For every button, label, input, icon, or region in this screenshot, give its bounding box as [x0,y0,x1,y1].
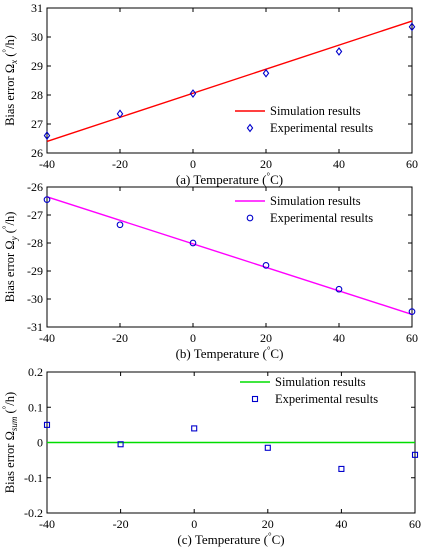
data-point-experimental [189,89,197,98]
x-tick-label: -20 [113,517,129,531]
x-tick-label: 40 [335,517,347,531]
y-tick-label: 0 [37,436,43,450]
x-tick-label: 20 [262,517,274,531]
y-axis-label: Bias error Ωsum (°/h) [1,392,19,493]
legend-label: Simulation results [270,194,361,208]
x-tick-label: 60 [406,157,418,171]
x-axis-caption: (b) Temperature (°C) [176,345,284,361]
y-tick-label: -31 [27,320,43,334]
x-tick-label: 20 [260,157,272,171]
chart-panel-b: -40 -20 0 20 40 60 -31 -30 -29 -28 -27 -26 Simulatio… [1,180,418,361]
x-tick-label: 0 [190,157,196,171]
data-point-experimental [264,444,271,451]
y-tick-label: 31 [31,1,43,15]
x-tick-label: 60 [409,517,421,531]
x-axis-caption: (a) Temperature (°C) [176,171,283,187]
y-tick-label: -29 [27,264,43,278]
y-tick-label: 28 [31,88,43,102]
y-tick-label: 0.2 [28,365,43,379]
y-tick-label: -0.1 [24,471,43,485]
x-tick-label: 0 [191,517,197,531]
legend-label: Experimental results [270,121,373,135]
y-tick-label: 26 [31,146,43,160]
chart-panel-a: -40 -20 0 20 40 60 26 27 28 29 30 31 Simulation resu… [1,1,418,187]
data-point-experimental [262,262,270,269]
data-point-experimental [189,239,197,247]
data-point-experimental [116,221,124,229]
series-line-simulation [46,20,413,143]
data-point-experimental [338,465,345,472]
x-tick-label: 40 [333,157,345,171]
legend-swatch-experimental [246,214,254,222]
y-tick-label: 29 [31,59,43,73]
data-point-experimental [408,308,416,315]
data-point-experimental [43,131,51,141]
y-tick-label: -27 [27,208,43,222]
y-tick-label: -0.2 [24,506,43,520]
data-point-experimental [117,441,124,448]
x-tick-label: -40 [39,331,55,345]
chart-panel-c: -40 -20 0 20 40 60 -0.2 -0.1 0 0.1 0.2 Simulation r… [1,365,421,547]
y-tick-label: 27 [31,117,43,131]
y-axis-label: Bias error Ωx (°/h) [1,35,19,126]
legend: Simulation results Experimental results [240,375,378,406]
x-axis-caption: (c) Temperature (°C) [177,531,284,547]
legend: Simulation results Experimental results [235,104,373,135]
y-tick-label: -30 [27,292,43,306]
x-tick-label: -40 [39,517,55,531]
y-tick-label: -26 [27,180,43,194]
y-tick-label: 30 [31,30,43,44]
legend-label: Simulation results [270,104,361,118]
legend-swatch-experimental [246,123,254,133]
data-point-experimental [262,68,270,78]
x-tick-label: 20 [260,331,272,345]
series-line-simulation [46,196,413,316]
legend-label: Experimental results [270,211,373,225]
x-tick-label: 40 [333,331,345,345]
data-point-experimental [191,425,198,432]
legend-swatch-experimental [251,395,259,403]
data-point-experimental [335,47,343,56]
data-point-experimental [43,196,51,203]
y-axis-label: Bias error Ωy (°/h) [1,212,19,303]
data-point-experimental [43,421,51,428]
x-tick-label: 60 [406,331,418,345]
data-point-experimental [335,285,343,293]
x-tick-label: -20 [112,331,128,345]
data-point-experimental [411,451,419,458]
x-tick-label: 0 [190,331,196,345]
plot-frame [46,186,413,328]
y-tick-label: -28 [27,236,43,250]
x-tick-label: -40 [39,157,55,171]
y-tick-label: 0.1 [28,400,43,414]
legend: Simulation results Experimental results [235,194,373,225]
data-point-experimental [408,22,416,32]
data-point-experimental [116,109,124,119]
legend-label: Experimental results [275,392,378,406]
x-tick-label: -20 [112,157,128,171]
legend-label: Simulation results [275,375,366,389]
